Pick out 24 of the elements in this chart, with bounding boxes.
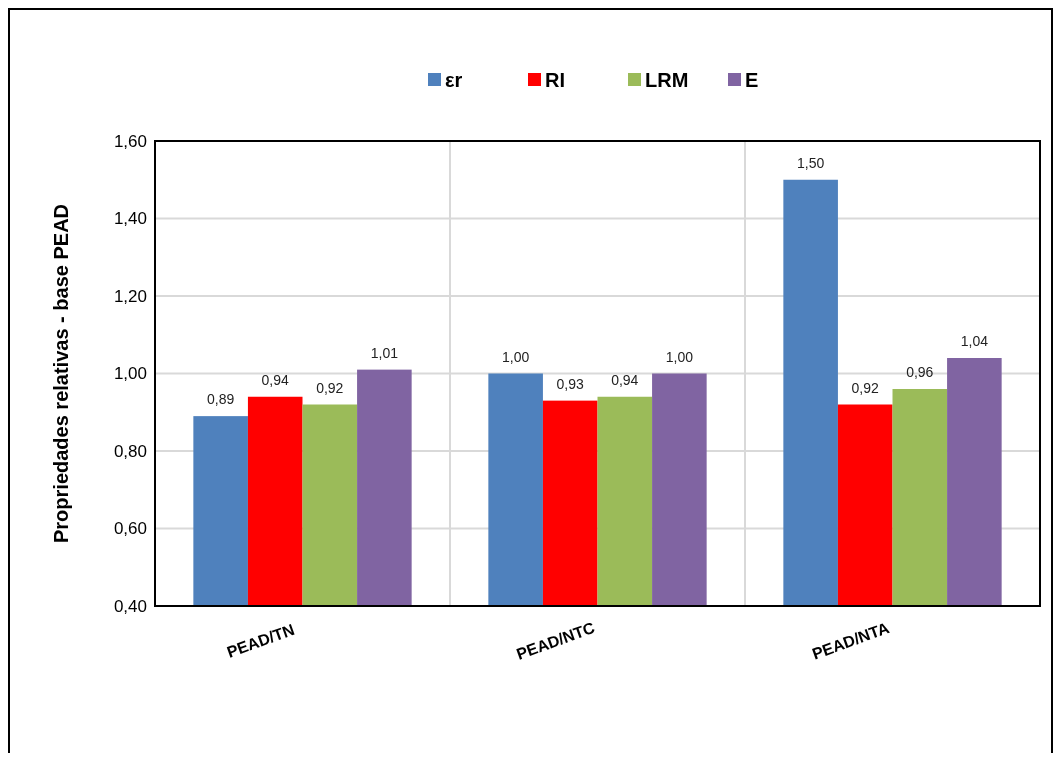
data-label: 1,01 (370, 344, 399, 361)
y-tick-label: 1,40 (113, 209, 147, 229)
data-label: 0,96 (906, 364, 934, 380)
data-label: 1,04 (960, 333, 989, 349)
data-label: 1,00 (502, 348, 530, 365)
y-tick-label: 0,40 (113, 596, 147, 616)
data-label: 0,94 (261, 371, 290, 388)
y-tick-label: 0,80 (113, 441, 147, 461)
data-label: 1,50 (797, 154, 825, 171)
legend-label: LRM (645, 69, 689, 91)
data-label: 0,89 (207, 391, 235, 408)
y-axis-title: Propriedades relativas - base PEAD (50, 203, 72, 544)
legend-label: RI (545, 69, 565, 91)
legend-label: E (745, 69, 759, 91)
data-label: 1,00 (665, 348, 694, 365)
y-tick-label: 1,20 (113, 286, 147, 306)
y-tick-label: 1,60 (113, 131, 147, 151)
data-label: 0,93 (556, 375, 585, 392)
y-tick-label: 1,00 (113, 364, 147, 384)
data-label: 0,92 (316, 379, 344, 396)
legend-label: εr (445, 69, 463, 91)
data-label: 0,92 (851, 379, 880, 396)
y-tick-label: 0,60 (113, 519, 147, 539)
data-label: 0,94 (611, 371, 639, 388)
